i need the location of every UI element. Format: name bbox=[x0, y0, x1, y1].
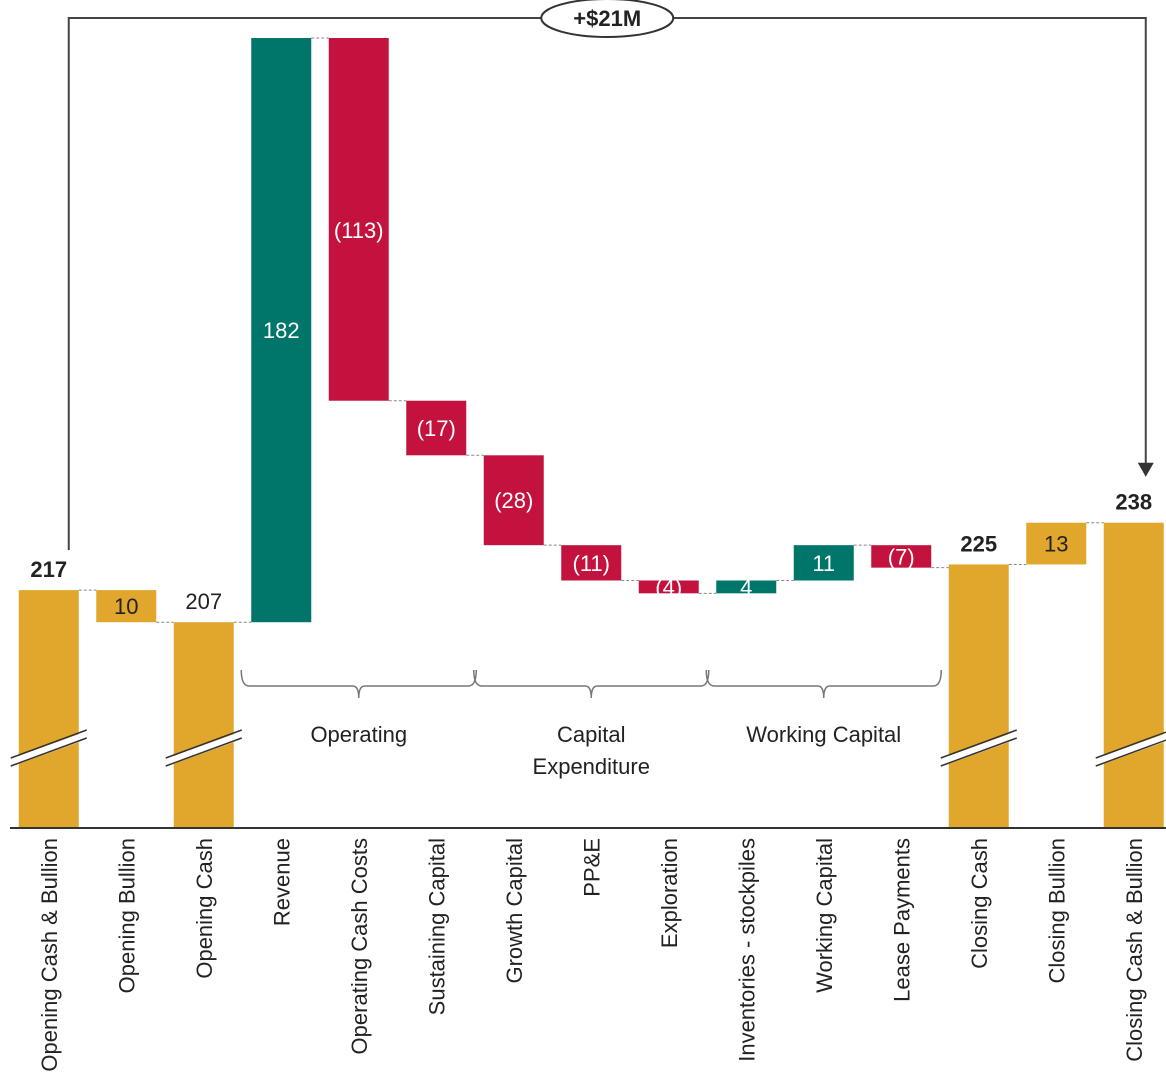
value-label-opening-bullion: 10 bbox=[114, 594, 138, 619]
value-label-pp-e: (11) bbox=[573, 551, 611, 576]
value-label-exploration: (4) bbox=[655, 575, 682, 600]
axis-break-line bbox=[1095, 739, 1166, 767]
axis-break-line bbox=[940, 729, 1018, 759]
bar-closing-cash bbox=[948, 564, 1009, 828]
category-label-opening-cash-bullion: Opening Cash & Bullion bbox=[37, 838, 62, 1072]
bar-working-capital bbox=[793, 545, 854, 581]
bar-opening-cash-bullion bbox=[18, 590, 79, 828]
value-label-operating-cash-costs: (113) bbox=[334, 218, 384, 243]
category-label-operating-cash-costs: Operating Cash Costs bbox=[347, 838, 372, 1054]
bar-opening-cash bbox=[173, 622, 234, 828]
value-label-closing-bullion: 13 bbox=[1044, 532, 1068, 557]
value-labels-group: 217 10 207 182 (113) (17) (28) (11) (4) 4 11 (7) 225… bbox=[30, 218, 1152, 619]
category-label-opening-bullion: Opening Bullion bbox=[114, 838, 139, 993]
category-label-opening-cash: Opening Cash bbox=[192, 838, 217, 979]
category-label-inventories-stockpiles: Inventories - stockpiles bbox=[734, 838, 759, 1062]
value-label-opening-cash-bullion: 217 bbox=[30, 557, 67, 582]
value-label-revenue: 182 bbox=[263, 318, 300, 343]
axis-break-gap bbox=[1097, 733, 1166, 766]
group-label-capital-expenditure: Capital bbox=[557, 722, 625, 747]
bar-opening-bullion bbox=[96, 590, 157, 623]
callout-arrow-line bbox=[67, 17, 1147, 551]
axis-break-line bbox=[1095, 731, 1166, 759]
bar-revenue bbox=[251, 38, 312, 623]
category-label-closing-cash-bullion: Closing Cash & Bullion bbox=[1122, 838, 1147, 1062]
axis-break-gap bbox=[12, 732, 85, 766]
bar-growth-capital bbox=[483, 455, 544, 546]
category-label-closing-bullion: Closing Bullion bbox=[1044, 838, 1069, 984]
category-label-working-capital: Working Capital bbox=[812, 838, 837, 993]
group-label-operating: Operating bbox=[310, 722, 407, 747]
value-label-closing-cash: 225 bbox=[960, 531, 997, 556]
value-label-inventories-stockpiles: 4 bbox=[740, 575, 752, 600]
value-label-closing-cash-bullion: 238 bbox=[1115, 490, 1152, 515]
bar-pp-e bbox=[561, 545, 622, 581]
axis-break-line bbox=[165, 737, 243, 767]
change-callout: +$21M bbox=[67, 0, 1154, 551]
group-brace bbox=[473, 669, 710, 699]
value-label-opening-cash: 207 bbox=[185, 589, 222, 614]
axis-break-gap bbox=[167, 732, 240, 766]
bar-operating-cash-costs bbox=[328, 38, 389, 401]
callout-arrowhead bbox=[1137, 462, 1154, 477]
callout-label: +$21M bbox=[573, 6, 641, 31]
group-brace bbox=[705, 669, 942, 699]
axis-break-line bbox=[10, 729, 88, 759]
bar-sustaining-capital bbox=[406, 400, 467, 456]
category-label-growth-capital: Growth Capital bbox=[502, 838, 527, 984]
group-label-working-capital: Working Capital bbox=[746, 722, 901, 747]
category-label-revenue: Revenue bbox=[269, 838, 294, 926]
group-brackets: Operating Capital Expenditure Working Capit… bbox=[240, 669, 942, 779]
value-label-growth-capital: (28) bbox=[494, 488, 533, 513]
category-label-closing-cash: Closing Cash bbox=[967, 838, 992, 969]
axis-break-line bbox=[940, 737, 1018, 767]
group-label-capital-expenditure: Expenditure bbox=[533, 754, 650, 779]
bar-inventories-stockpiles bbox=[716, 580, 777, 594]
bars-group bbox=[10, 38, 1166, 828]
axis-break-line bbox=[165, 729, 243, 759]
bar-lease-payments bbox=[871, 545, 932, 568]
callout-oval bbox=[540, 0, 675, 38]
axis-break-line bbox=[10, 737, 88, 767]
category-labels-group: Opening Cash & Bullion Opening Bullion Ope… bbox=[37, 838, 1147, 1072]
axis-break-gap bbox=[942, 732, 1015, 766]
value-label-sustaining-capital: (17) bbox=[417, 416, 456, 441]
category-label-lease-payments: Lease Payments bbox=[889, 838, 914, 1002]
bar-closing-bullion bbox=[1026, 522, 1087, 565]
group-brace bbox=[240, 669, 477, 699]
category-label-exploration: Exploration bbox=[657, 838, 682, 948]
bar-exploration bbox=[638, 580, 699, 594]
value-label-lease-payments: (7) bbox=[888, 544, 915, 569]
category-label-pp-e: PP&E bbox=[579, 838, 604, 897]
category-label-sustaining-capital: Sustaining Capital bbox=[424, 838, 449, 1015]
value-label-working-capital: 11 bbox=[812, 551, 835, 576]
connectors-group bbox=[78, 37, 1104, 623]
bar-closing-cash-bullion bbox=[1103, 522, 1164, 828]
